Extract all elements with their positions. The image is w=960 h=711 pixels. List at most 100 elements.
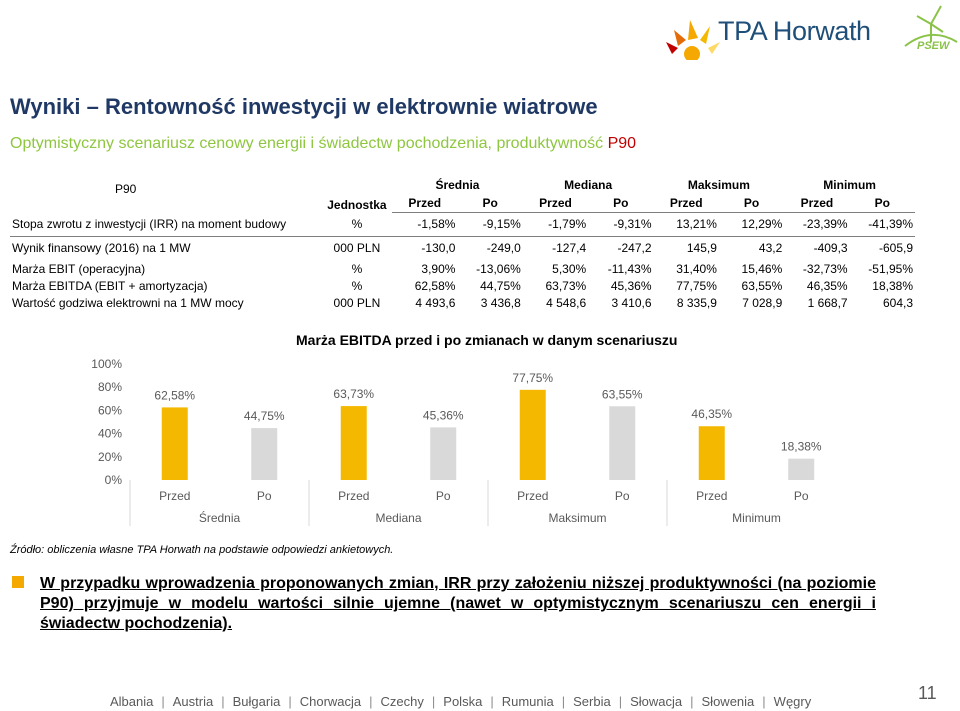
table-cell: -605,9: [878, 241, 913, 256]
bar: [430, 427, 457, 480]
footer-countries: Albania | Austria | Bułgaria | Chorwacja | Czech…: [110, 694, 811, 709]
footer-country: Czechy: [380, 694, 424, 709]
bar: [251, 428, 278, 480]
bar: [340, 406, 367, 480]
table-group-header-row: P90 Jednostka Średnia Mediana Maksimum M…: [10, 176, 915, 212]
table-corner-label: P90: [115, 182, 137, 196]
table-cell: -409,3: [813, 241, 848, 256]
bar: [161, 407, 188, 480]
table-cell: 3,90%: [421, 261, 456, 276]
psew-logo-text: PSEW: [917, 40, 950, 52]
row-unit: 000 PLN: [333, 241, 381, 256]
bullet-icon: [12, 576, 24, 588]
footer-separator: |: [161, 694, 165, 709]
table-cell: 4 548,6: [546, 295, 587, 310]
data-label: 18,38%: [781, 440, 822, 454]
results-table: P90 Jednostka Średnia Mediana Maksimum M…: [10, 176, 915, 311]
group-label: Średnia: [199, 510, 241, 525]
table-cell: -9,31%: [588, 212, 654, 237]
source-note: Źródło: obliczenia własne TPA Horwath na…: [10, 544, 394, 556]
group-label: Minimum: [732, 511, 781, 525]
table-cell: 15,46%: [741, 261, 783, 276]
table-cell: 3 436,8: [480, 295, 521, 310]
x-tick-label: Po: [794, 489, 809, 503]
conclusion-note: W przypadku wprowadzenia proponowanych z…: [40, 575, 876, 632]
subheader-cell: Po: [457, 194, 523, 213]
table-cell: 1 668,7: [807, 295, 848, 310]
footer-country: Albania: [110, 694, 154, 709]
table-cell: -41,39%: [849, 212, 915, 237]
footer-country: Austria: [172, 694, 214, 709]
psew-logo: [904, 5, 958, 47]
table-cell: 18,38%: [872, 278, 913, 293]
subtitle-highlight: P90: [607, 135, 637, 152]
table-cell: -23,39%: [784, 212, 850, 237]
table-cell: 63,73%: [545, 278, 587, 293]
page-title: Wyniki – Rentowność inwestycji w elektro…: [10, 94, 598, 119]
table-cell: -1,79%: [522, 212, 589, 237]
y-tick-label: 0%: [105, 473, 123, 487]
page-number: 11: [918, 683, 937, 703]
y-tick-label: 60%: [98, 403, 122, 417]
unit-header: Jednostka: [327, 198, 387, 212]
data-label: 45,36%: [423, 408, 464, 422]
x-tick-label: Przed: [159, 489, 190, 503]
data-label: 46,35%: [691, 407, 732, 421]
subheader-cell: Po: [849, 194, 915, 213]
subheader-cell: Po: [718, 194, 785, 213]
subtitle-text: Optymistyczny scenariusz cenowy energii …: [10, 135, 608, 152]
row-unit: 000 PLN: [333, 295, 381, 310]
table-cell: -247,2: [617, 241, 652, 256]
sun-icon: [666, 20, 720, 60]
footer-country: Słowenia: [701, 694, 755, 709]
data-label: 63,73%: [333, 387, 374, 401]
row-label: Wartość godziwa elektrowni na 1 MW mocy: [12, 295, 244, 310]
footer-separator: |: [618, 694, 623, 709]
row-label: Marża EBIT (operacyjna): [12, 261, 146, 276]
footer-country: Serbia: [573, 694, 611, 709]
table-cell: -9,15%: [457, 212, 523, 237]
table-cell: 3 410,6: [611, 295, 652, 310]
table-row: Wynik finansowy (2016) na 1 MW 000 PLN -…: [10, 236, 915, 260]
footer-country: Węgry: [773, 694, 812, 709]
y-tick-label: 20%: [98, 450, 122, 464]
ebitda-bar-chart: 0% 20% 40% 60% 80% 100% 62,58% Przed 44,75% Po 63,…: [91, 357, 822, 526]
data-label: 63,55%: [602, 387, 643, 401]
bar: [698, 426, 725, 480]
table-cell: -51,95%: [868, 261, 913, 276]
table-cell: -32,73%: [802, 261, 848, 276]
row-unit: %: [321, 212, 393, 237]
y-tick-label: 100%: [91, 357, 122, 371]
subheader-cell: Przed: [653, 194, 719, 213]
table-cell: -1,58%: [392, 212, 458, 237]
table-cell: -11,43%: [607, 261, 652, 276]
x-tick-label: Przed: [696, 489, 727, 503]
x-tick-label: Po: [436, 489, 451, 503]
x-tick-label: Przed: [517, 489, 548, 503]
x-tick-label: Przed: [338, 489, 369, 503]
table-cell: -130,0: [421, 241, 456, 256]
table-cell: 46,35%: [806, 278, 848, 293]
group-header: Minimum: [823, 178, 876, 192]
footer-country: Rumunia: [501, 694, 554, 709]
bar: [609, 406, 636, 480]
table-cell: -13,06%: [476, 261, 521, 276]
group-header: Średnia: [435, 178, 480, 192]
subheader-cell: Przed: [392, 194, 458, 213]
footer-separator: |: [690, 694, 694, 709]
y-tick-label: 80%: [98, 380, 122, 394]
table-cell: 13,21%: [653, 212, 719, 237]
footer-separator: |: [490, 694, 494, 709]
footer-country: Słowacja: [630, 694, 683, 709]
chart-title: Marża EBITDA przed i po zmianach w danym…: [296, 332, 678, 348]
group-label: Maksimum: [548, 511, 606, 525]
footer-country: Bułgaria: [232, 694, 281, 709]
footer-separator: |: [561, 694, 566, 709]
data-label: 62,58%: [154, 388, 195, 402]
subheader-cell: Przed: [522, 194, 589, 213]
table-cell: 5,30%: [552, 261, 587, 276]
group-label: Mediana: [375, 511, 421, 525]
footer-separator: |: [431, 694, 436, 709]
group-header: Mediana: [564, 178, 613, 192]
table-cell: 62,58%: [414, 278, 456, 293]
